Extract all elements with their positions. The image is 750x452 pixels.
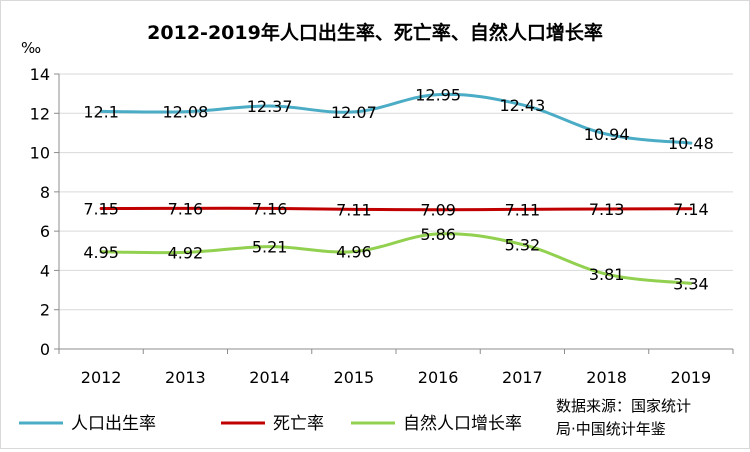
data-label: 10.94	[584, 125, 630, 144]
data-label: 7.16	[252, 199, 288, 218]
series-group	[99, 92, 693, 285]
x-tick-label: 2015	[334, 368, 375, 387]
y-tick-label: 2	[40, 301, 50, 320]
data-label: 3.81	[589, 265, 625, 284]
data-label: 12.43	[499, 96, 545, 115]
data-label: 7.15	[83, 200, 119, 219]
data-labels: 12.1 12.08 12.37 12.07 12.95 12.43 10.94 10.48 7…	[83, 86, 713, 294]
data-label: 10.48	[668, 134, 714, 153]
data-label: 7.11	[336, 200, 372, 219]
y-tick-label: 14	[30, 65, 50, 84]
data-label: 12.07	[331, 103, 377, 122]
x-tick-label: 2014	[249, 368, 290, 387]
data-label: 7.09	[420, 201, 456, 220]
chart-title: 2012-2019年人口出生率、死亡率、自然人口增长率	[147, 21, 603, 44]
x-tick-label: 2019	[671, 368, 712, 387]
gridlines	[54, 73, 734, 354]
data-label: 5.86	[420, 225, 456, 244]
x-tick-label: 2017	[502, 368, 543, 387]
x-tick-label: 2013	[165, 368, 206, 387]
data-label: 4.92	[168, 243, 204, 262]
x-tick-label: 2012	[81, 368, 122, 387]
series-line-0	[99, 92, 693, 145]
y-tick-label: 4	[40, 261, 50, 280]
data-label: 7.13	[589, 200, 625, 219]
data-label: 12.1	[83, 102, 119, 121]
y-tick-label: 0	[40, 340, 50, 359]
legend-label-0: 人口出生率	[71, 414, 156, 434]
data-label: 7.16	[168, 199, 204, 218]
x-axis-ticks: 2012 2013 2014 2015 2016 2017 2018 2019	[81, 368, 711, 387]
y-tick-label: 12	[30, 104, 50, 123]
data-label: 3.34	[673, 274, 709, 293]
series-line-1	[99, 206, 693, 212]
y-tick-label: 10	[30, 144, 50, 163]
y-axis-unit: ‰	[21, 39, 41, 57]
legend-label-2: 自然人口增长率	[403, 414, 522, 434]
data-label: 7.14	[673, 200, 709, 219]
data-label: 5.32	[505, 236, 541, 255]
y-axis-ticks: 0 2 4 6 8 10 12 14	[30, 65, 50, 359]
data-label: 12.95	[415, 86, 461, 105]
data-label: 12.08	[162, 103, 208, 122]
x-tick-label: 2018	[586, 368, 627, 387]
legend-label-1: 死亡率	[273, 414, 324, 434]
x-tick-label: 2016	[418, 368, 459, 387]
series-line-2	[99, 232, 693, 285]
data-label: 5.21	[252, 238, 288, 257]
data-label: 12.37	[247, 97, 293, 116]
y-tick-label: 8	[40, 183, 50, 202]
data-label: 4.96	[336, 243, 372, 262]
y-tick-label: 6	[40, 222, 50, 241]
data-label: 4.95	[83, 243, 119, 262]
source-line-2: 局·中国统计年鉴	[556, 420, 666, 438]
legend: 人口出生率 死亡率 自然人口增长率	[19, 414, 522, 434]
source-line-1: 数据来源：国家统计	[556, 397, 691, 415]
data-label: 7.11	[505, 200, 541, 219]
